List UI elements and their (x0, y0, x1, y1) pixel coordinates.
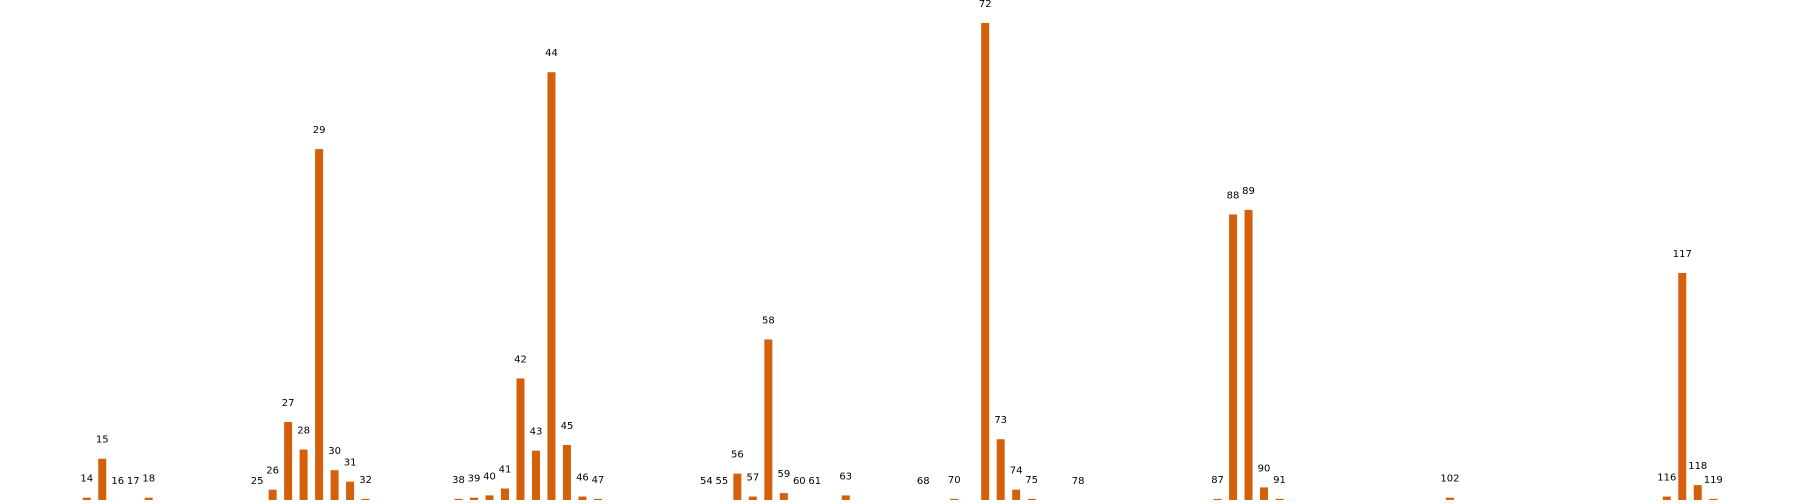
bar-label: 72 (979, 0, 992, 10)
bar-label: 25 (251, 476, 264, 487)
bar-label: 56 (731, 450, 744, 461)
bar (1229, 214, 1238, 501)
bar-label: 89 (1242, 186, 1255, 197)
bar (950, 498, 959, 500)
bar-label: 118 (1688, 461, 1707, 472)
bar-label: 46 (576, 473, 589, 484)
bar (485, 495, 494, 500)
bar-label: 17 (127, 476, 140, 487)
bar (1213, 498, 1222, 500)
bar (500, 488, 509, 500)
bar (1275, 498, 1284, 500)
bar (346, 481, 355, 500)
bar (268, 489, 277, 500)
bar-label: 91 (1273, 475, 1286, 486)
bar-label: 18 (142, 474, 155, 485)
bar (593, 498, 602, 500)
bar (547, 72, 556, 500)
bar (299, 449, 308, 500)
bar (1662, 496, 1671, 500)
bar-label: 26 (266, 466, 279, 477)
bar-label: 27 (282, 398, 295, 409)
bar-label: 45 (561, 421, 574, 432)
bar (284, 422, 293, 500)
bar-label: 78 (1072, 476, 1085, 487)
bar (1260, 487, 1269, 500)
bar-label: 47 (592, 475, 605, 486)
bar (764, 339, 773, 500)
bar (470, 497, 479, 500)
bar (1445, 497, 1454, 500)
bar (531, 450, 540, 500)
bar-label: 119 (1704, 475, 1723, 486)
bar (330, 470, 339, 500)
bar-label: 68 (917, 476, 930, 487)
bar-label: 38 (452, 475, 465, 486)
bar-label: 32 (359, 475, 372, 486)
bar-label: 88 (1227, 190, 1240, 201)
bar (1678, 272, 1687, 500)
bar-label: 31 (344, 458, 357, 469)
bar (98, 458, 107, 500)
bar (748, 496, 757, 500)
bar (562, 444, 571, 500)
bar-label: 55 (715, 476, 728, 487)
bar-label: 75 (1025, 475, 1038, 486)
bar-label: 60 (793, 476, 806, 487)
bar-label: 40 (483, 471, 496, 482)
bar (1012, 489, 1021, 500)
bar-label: 63 (839, 471, 852, 482)
bar (779, 493, 788, 500)
bar-label: 73 (994, 415, 1007, 426)
bar-label: 15 (96, 435, 109, 446)
bar (1027, 498, 1036, 500)
bar (82, 497, 91, 500)
bar-label: 29 (313, 125, 326, 136)
bar-label: 30 (328, 446, 341, 457)
bar-label: 116 (1657, 473, 1676, 484)
bar (1244, 209, 1253, 501)
bar (516, 378, 525, 500)
bar-label: 28 (297, 426, 310, 437)
bar (144, 497, 153, 500)
bar-label: 14 (80, 474, 93, 485)
bar (578, 496, 587, 500)
bar-label: 70 (948, 475, 961, 486)
bar (361, 498, 370, 500)
bar (1693, 485, 1702, 500)
bar-label: 61 (808, 476, 821, 487)
bar-label: 41 (499, 465, 512, 476)
bar (1709, 498, 1718, 500)
bar-label: 16 (111, 476, 124, 487)
bar (733, 473, 742, 500)
bar-label: 117 (1673, 249, 1692, 260)
bar (996, 439, 1005, 500)
bar (315, 149, 324, 500)
bar (841, 495, 850, 500)
bar-label: 44 (545, 48, 558, 59)
bar-label: 90 (1258, 463, 1271, 474)
bar (981, 22, 990, 500)
bar-label: 58 (762, 315, 775, 326)
bar-label: 54 (700, 476, 713, 487)
bar-label: 43 (530, 427, 543, 438)
bar (454, 498, 463, 500)
bar-label: 39 (468, 474, 481, 485)
bar-label: 57 (746, 473, 759, 484)
bar-label: 59 (777, 469, 790, 480)
bar-label: 42 (514, 354, 527, 365)
bar-label: 74 (1010, 466, 1023, 477)
bar-label: 87 (1211, 475, 1224, 486)
bar-label: 102 (1440, 474, 1459, 485)
